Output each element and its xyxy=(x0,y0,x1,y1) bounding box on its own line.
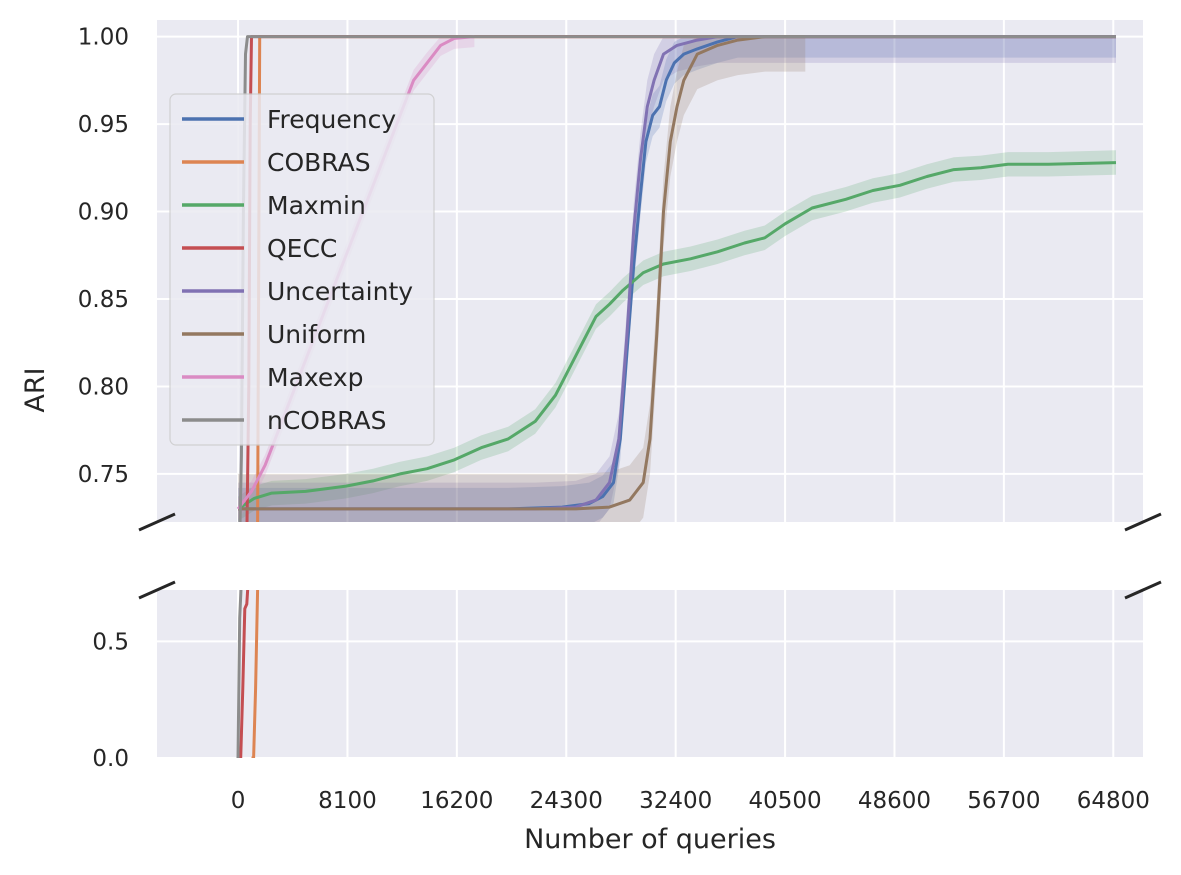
y-tick-label-upper: 0.95 xyxy=(78,112,129,138)
y-tick-label-upper: 0.80 xyxy=(78,374,129,400)
x-tick-label: 16200 xyxy=(420,788,493,814)
lower-plot-background xyxy=(157,590,1143,758)
y-tick-label-upper: 0.75 xyxy=(78,462,129,488)
line-qecc-lower xyxy=(238,590,250,758)
legend-label-ncobras: nCOBRAS xyxy=(267,406,386,435)
y-tick-label-upper: 0.90 xyxy=(78,200,129,226)
y-axis-label: ARI xyxy=(20,367,51,412)
x-tick-label: 40500 xyxy=(748,788,821,814)
x-axis-label: Number of queries xyxy=(524,824,776,855)
legend-label-cobras: COBRAS xyxy=(267,148,371,177)
line-frequency-lower xyxy=(238,525,1116,588)
legend-label-uncertainty: Uncertainty xyxy=(267,277,413,306)
axis-break-marks xyxy=(138,512,1162,600)
y-tick-label-upper: 1.00 xyxy=(78,25,129,51)
legend-label-maxexp: Maxexp xyxy=(267,363,364,392)
series-lines xyxy=(236,35,1117,758)
tick-labels: 0 8100 16200 24300 32400 40500 48600 56700 64800… xyxy=(78,25,1150,814)
legend-box xyxy=(169,93,435,446)
line-cobras-lower xyxy=(251,590,260,758)
legend-label-frequency: Frequency xyxy=(267,105,396,134)
band-maxmin xyxy=(238,150,1116,522)
y-tick-label-lower: 0.5 xyxy=(92,629,129,655)
legend-label-uniform: Uniform xyxy=(267,320,366,349)
line-maxexp-lower xyxy=(238,525,474,588)
line-maxmin-lower xyxy=(238,542,1116,588)
x-tick-label: 24300 xyxy=(530,788,603,814)
x-tick-label: 56700 xyxy=(967,788,1040,814)
x-tick-label: 48600 xyxy=(858,788,931,814)
line-uniform-upper xyxy=(238,35,806,511)
break-mark xyxy=(138,512,176,532)
line-maxmin-upper xyxy=(237,161,1117,511)
line-ncobras-lower xyxy=(236,590,243,758)
break-mark xyxy=(138,580,176,600)
x-tick-label: 0 xyxy=(231,788,246,814)
y-tick-label-lower: 0.0 xyxy=(92,746,129,772)
legend: Frequency COBRAS Maxmin QECC Uncertainty Unif… xyxy=(169,93,435,446)
line-uncertainty-upper xyxy=(238,35,1116,511)
legend-label-maxmin: Maxmin xyxy=(267,191,366,220)
x-tick-label: 64800 xyxy=(1077,788,1150,814)
legend-label-qecc: QECC xyxy=(267,234,337,263)
break-mark xyxy=(1124,580,1162,600)
y-tick-label-upper: 0.85 xyxy=(78,287,129,313)
line-uncertainty-lower xyxy=(238,525,1116,588)
break-mark xyxy=(1124,512,1162,532)
x-tick-label: 8100 xyxy=(318,788,377,814)
line-uniform-lower xyxy=(238,525,805,588)
x-tick-label: 32400 xyxy=(639,788,712,814)
